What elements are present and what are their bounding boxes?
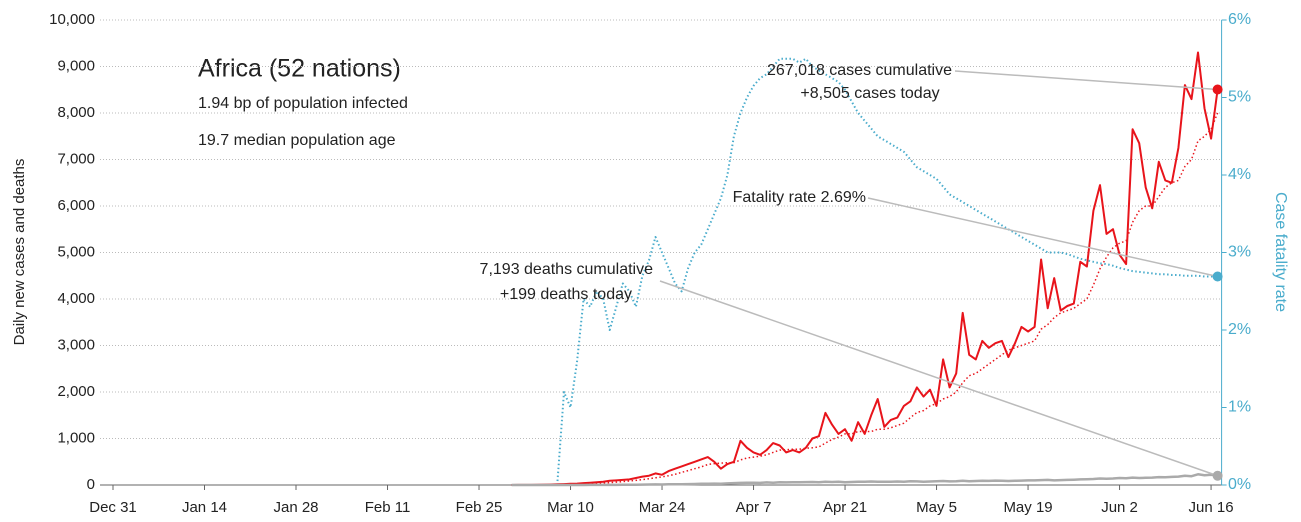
x-tick-label: Jan 28	[273, 499, 318, 516]
leader-line	[867, 197, 1218, 278]
y-tick-label: 4,000	[57, 290, 95, 307]
end-point	[1212, 470, 1223, 481]
leader-line	[659, 280, 1218, 477]
series-line	[511, 473, 1218, 487]
x-tick-label: Feb 25	[456, 499, 503, 516]
x-tick-label: May 5	[916, 499, 957, 516]
subtitle: 19.7 median population age	[198, 132, 396, 149]
x-tick-label: Mar 10	[547, 499, 594, 516]
y2-tick-label: 4%	[1228, 166, 1251, 183]
y-tick-label: 8,000	[57, 104, 95, 121]
series-line	[556, 57, 1218, 482]
y-tick-label: 2,000	[57, 383, 95, 400]
y-tick-label: 5,000	[57, 243, 95, 260]
annotation: +8,505 cases today	[800, 85, 939, 102]
y-tick-label: 10,000	[49, 11, 95, 28]
x-tick-label: Mar 24	[639, 499, 686, 516]
x-tick-label: Jun 2	[1101, 499, 1138, 516]
y2-tick-label: 6%	[1228, 11, 1251, 28]
y-tick-label: 9,000	[57, 57, 95, 74]
annotation: 7,193 deaths cumulative	[480, 261, 654, 278]
y2-tick-label: 3%	[1228, 244, 1251, 261]
x-tick-label: May 19	[1003, 499, 1052, 516]
x-tick-label: Jan 14	[182, 499, 227, 516]
leader-line	[954, 70, 1218, 91]
y2-tick-label: 2%	[1228, 321, 1251, 338]
series-line	[511, 51, 1219, 486]
y-tick-label: 1,000	[57, 429, 95, 446]
series-line	[511, 112, 1219, 486]
annotation: Fatality rate 2.69%	[733, 189, 866, 206]
y2-tick-label: 5%	[1228, 89, 1251, 106]
y2-tick-label: 1%	[1228, 399, 1251, 416]
x-tick-label: Apr 21	[823, 499, 867, 516]
y-axis-label: Daily new cases and deaths	[11, 159, 28, 346]
annotation: +199 deaths today	[500, 286, 632, 303]
x-tick-label: Apr 7	[736, 499, 772, 516]
y2-tick-label: 0%	[1228, 476, 1251, 493]
y-tick-label: 7,000	[57, 150, 95, 167]
annotation: 267,018 cases cumulative	[767, 62, 952, 79]
y-tick-label: 3,000	[57, 336, 95, 353]
end-point	[1212, 271, 1223, 282]
subtitle: 1.94 bp of population infected	[198, 95, 408, 112]
end-point	[1212, 84, 1223, 95]
x-tick-label: Feb 11	[365, 499, 411, 516]
y2-axis-label: Case fatality rate	[1272, 192, 1289, 312]
y-tick-label: 6,000	[57, 197, 95, 214]
y-tick-label: 0	[87, 476, 95, 493]
x-tick-label: Dec 31	[89, 499, 137, 516]
x-tick-label: Jun 16	[1189, 499, 1234, 516]
chart-title: Africa (52 nations)	[198, 55, 401, 83]
